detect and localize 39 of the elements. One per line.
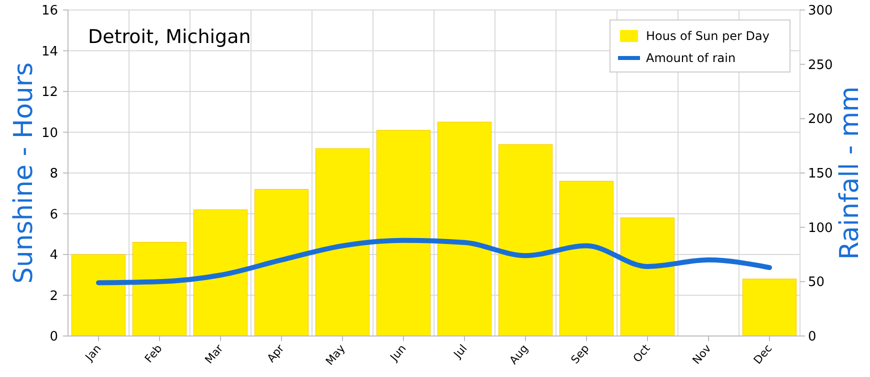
y2-tick-label: 0 [808,330,816,345]
y-tick-label: 2 [50,288,58,304]
x-tick-label: Jun [387,342,409,364]
text: Detroit, Michigan [88,26,251,48]
y-tick-label: 4 [50,248,58,264]
x-tick-label: Oct [630,342,654,365]
legend-label: Amount of rain [646,51,736,66]
y2-tick-label: 150 [808,166,833,182]
bar [193,209,248,336]
bar [559,180,614,336]
bar [132,242,187,336]
bar [620,218,675,336]
legend-label: Hous of Sun per Day [646,29,770,44]
y-tick-label: 10 [41,126,58,141]
bar [742,278,797,336]
y-tick-label: 14 [41,44,58,60]
y-tick-label: 12 [41,85,58,100]
x-tick-label: Feb [142,342,165,366]
y-tick-label: 16 [41,4,58,19]
bar [71,254,126,336]
y2-tick-label: 300 [808,4,833,19]
y2-tick-label: 250 [808,58,833,73]
bar [315,148,370,336]
bar [437,122,492,336]
y-tick-label: 0 [50,330,58,345]
y-tick-label: 6 [50,207,58,222]
y2-tick-label: 100 [808,220,833,236]
bar [254,189,309,336]
y2-tick-label: 50 [808,275,825,290]
y-axis-title: Sunshine - Hours [9,62,39,284]
bar [376,130,431,336]
bar [498,144,553,336]
x-tick-label: Apr [264,342,288,365]
y-tick-label: 8 [50,166,58,182]
x-tick-label: Jan [82,342,104,364]
y2-tick-label: 200 [808,112,833,128]
x-tick-label: Jul [450,342,470,362]
x-tick-label: Sep [568,342,592,366]
y2-axis-title: Rainfall - mm [835,86,865,260]
